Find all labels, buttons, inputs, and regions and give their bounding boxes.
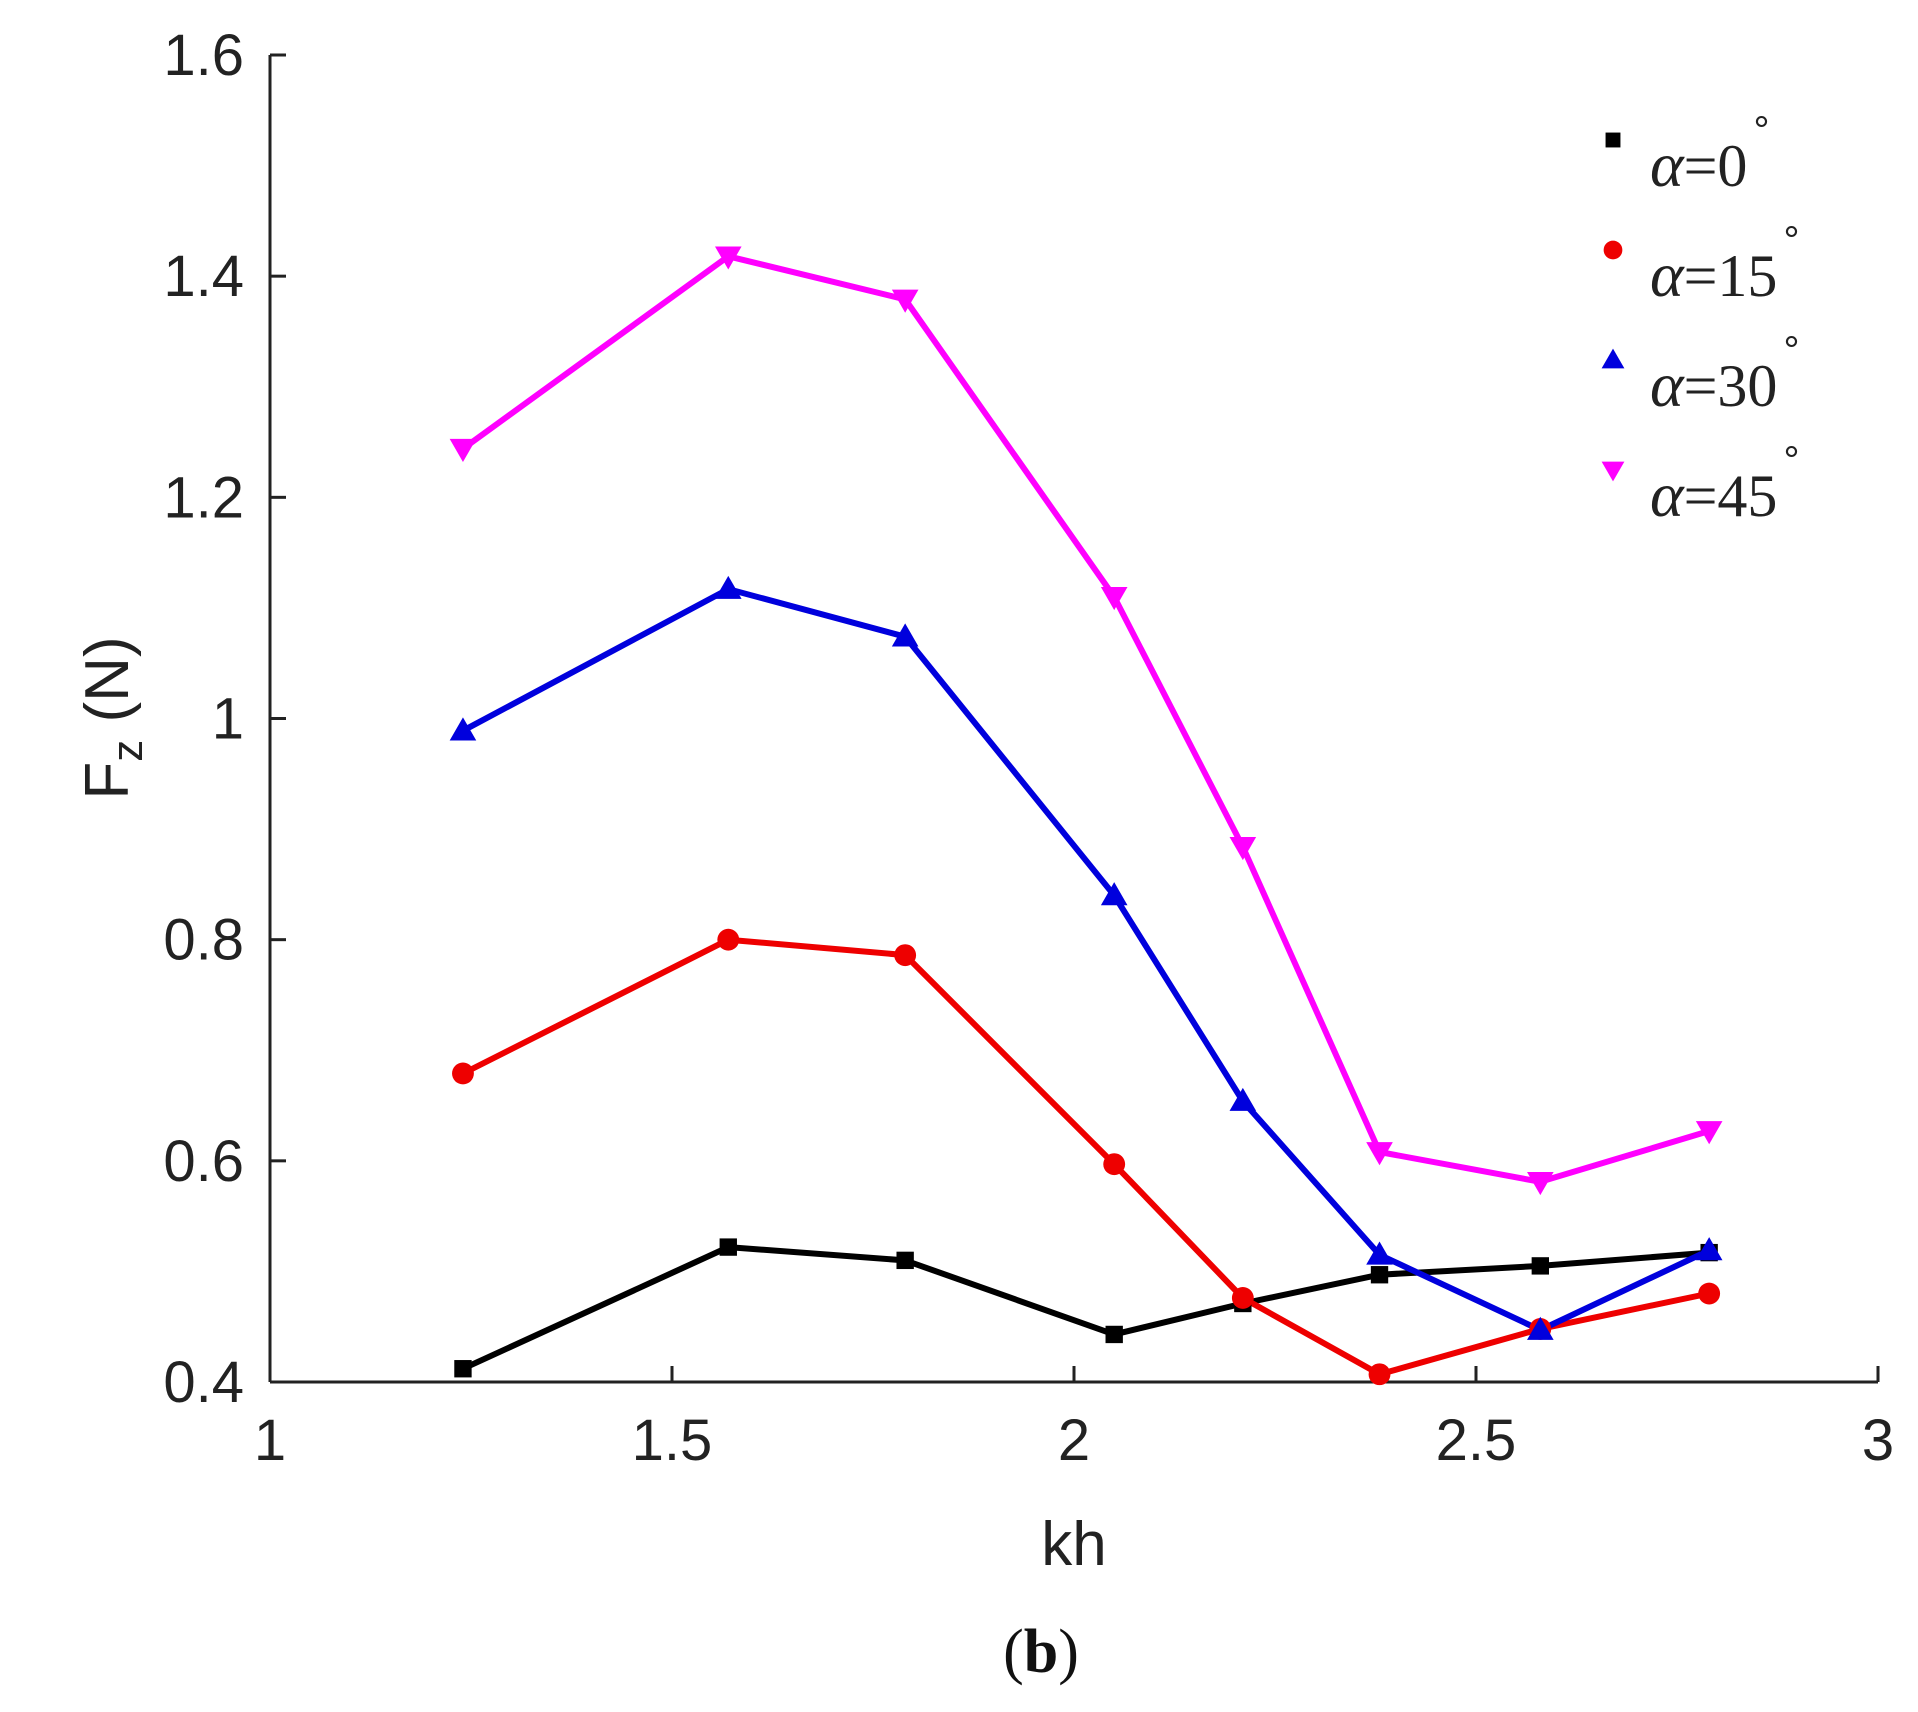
legend-marker — [1601, 461, 1625, 482]
y-tick-label: 0.4 — [163, 1350, 244, 1415]
data-point — [891, 289, 919, 313]
legend-value: =0 — [1684, 133, 1748, 199]
data-point — [894, 944, 917, 967]
y-axis-title-main: F — [73, 762, 142, 800]
legend-marker — [1605, 132, 1621, 148]
data-point — [1531, 1257, 1549, 1275]
legend-degree: ° — [1753, 109, 1769, 153]
caption-letter: b — [1024, 1618, 1058, 1686]
series-line-0 — [461, 1244, 1710, 1372]
y-axis-title-subscript: z — [103, 740, 152, 762]
legend: α=0°α=15°α=30°α=45° — [1601, 109, 1799, 530]
caption-open: ( — [1003, 1618, 1024, 1686]
legend-alpha-symbol: α — [1650, 129, 1685, 200]
x-tick-label: 2 — [1058, 1408, 1090, 1473]
caption-close: ) — [1058, 1618, 1079, 1686]
data-point — [717, 928, 740, 951]
data-point — [891, 623, 919, 647]
data-point — [1100, 587, 1128, 611]
data-point — [1695, 1121, 1723, 1145]
legend-item: α=15° — [1603, 219, 1799, 310]
series-markers — [449, 246, 1723, 1386]
axes — [268, 55, 1878, 1384]
y-tick-label: 0.6 — [163, 1129, 244, 1194]
data-point — [1366, 1241, 1393, 1265]
legend-item: α=30° — [1601, 329, 1799, 420]
y-tick-label: 1.4 — [163, 244, 244, 309]
figure-caption: (b) — [1003, 1618, 1079, 1686]
y-tick-label: 1.6 — [163, 23, 244, 88]
data-point — [454, 1360, 472, 1378]
legend-value: =30 — [1684, 353, 1778, 419]
data-point — [1105, 1325, 1123, 1344]
legend-value: =45 — [1684, 463, 1778, 529]
data-point — [1229, 1087, 1257, 1111]
legend-alpha-symbol: α — [1650, 239, 1685, 310]
legend-alpha-symbol: α — [1650, 349, 1685, 420]
y-axis-title-unit: (N) — [73, 636, 142, 739]
data-point — [449, 717, 477, 741]
data-point — [1527, 1172, 1554, 1196]
data-point — [719, 1238, 737, 1256]
legend-label: α=0° — [1650, 109, 1769, 200]
x-tick-label: 1 — [254, 1408, 286, 1473]
legend-alpha-symbol: α — [1650, 459, 1685, 530]
x-tick-label: 1.5 — [632, 1408, 713, 1473]
legend-value: =15 — [1684, 243, 1778, 309]
svg-text:Fz (N): Fz (N) — [73, 636, 152, 799]
y-axis-title: Fz (N) — [73, 636, 152, 799]
x-tick-label: 3 — [1862, 1408, 1894, 1473]
data-point — [896, 1251, 914, 1270]
data-point — [1698, 1282, 1721, 1305]
x-axis-title: kh — [1041, 1510, 1106, 1579]
y-tick-label: 1 — [212, 687, 244, 752]
data-point — [1527, 1316, 1554, 1340]
y-tick-label: 0.8 — [163, 908, 244, 973]
data-point — [1231, 1287, 1254, 1309]
ticks: 1 1.5 2 2.5 3 0.4 0.6 0.8 1 1.2 1.4 1.6 — [163, 23, 1894, 1473]
series-line-2 — [461, 586, 1711, 1333]
legend-degree: ° — [1783, 439, 1799, 483]
legend-item: α=0° — [1605, 109, 1769, 200]
data-point — [714, 246, 742, 270]
data-point — [1229, 836, 1257, 861]
legend-marker — [1603, 240, 1623, 260]
series-line-1 — [461, 936, 1710, 1378]
legend-label: α=30° — [1650, 329, 1799, 420]
data-point — [1100, 882, 1128, 906]
data-point — [714, 575, 742, 599]
legend-label: α=45° — [1650, 439, 1799, 530]
data-point — [1368, 1363, 1391, 1386]
series-lines — [461, 253, 1711, 1378]
data-point — [1103, 1153, 1126, 1176]
data-point — [1695, 1237, 1723, 1261]
legend-item: α=45° — [1601, 439, 1799, 530]
legend-degree: ° — [1783, 329, 1799, 373]
legend-degree: ° — [1783, 219, 1799, 263]
series-line-3 — [461, 253, 1711, 1185]
legend-label: α=15° — [1650, 219, 1799, 310]
legend-marker — [1601, 348, 1625, 369]
data-point — [1370, 1266, 1389, 1284]
y-tick-label: 1.2 — [163, 465, 244, 530]
x-tick-label: 2.5 — [1436, 1408, 1517, 1473]
data-point — [1366, 1142, 1393, 1166]
data-point — [452, 1062, 474, 1085]
data-point — [449, 438, 477, 462]
